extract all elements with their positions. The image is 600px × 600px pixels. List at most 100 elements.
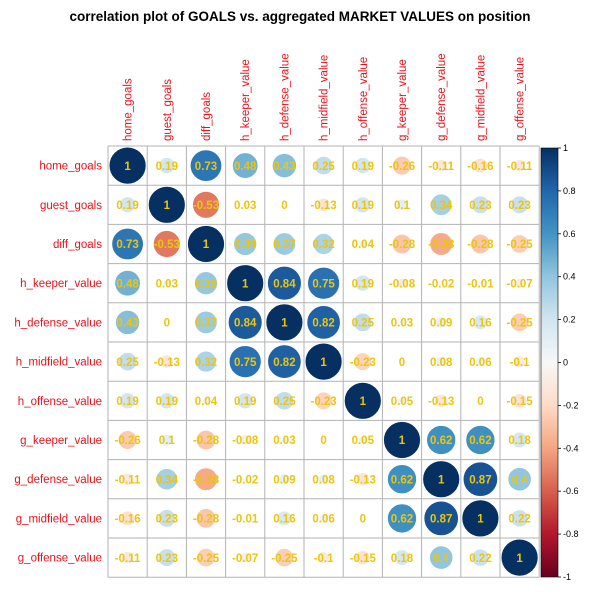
correlation-circle (228, 345, 262, 379)
correlation-circle (157, 509, 177, 528)
correlation-value: 0.18 (391, 553, 414, 565)
column-label: g_midfield_value (475, 55, 487, 141)
column-label: h_keeper_value (240, 59, 252, 141)
colorbar-tick-label: 1 (563, 143, 568, 153)
correlation-circle (194, 271, 218, 296)
correlation-value: 0.48 (234, 161, 257, 173)
column-label: home_goals (123, 78, 135, 141)
correlation-circle (353, 312, 373, 333)
correlation-value: 1 (360, 396, 367, 408)
correlation-circle (117, 430, 138, 450)
correlation-circle (471, 195, 490, 215)
correlation-value: 0.05 (352, 435, 375, 447)
correlation-value: 1 (399, 435, 406, 447)
row-labels: home_goals guest_goals diff_goals h_keeper_… (14, 161, 102, 565)
correlation-circle (160, 433, 174, 447)
correlation-circle (280, 436, 289, 444)
correlation-value: 0.75 (234, 357, 257, 369)
correlation-circle (391, 233, 413, 255)
correlation-value: 0.03 (273, 435, 295, 447)
correlation-circle (274, 391, 295, 411)
correlation-circle (121, 472, 135, 486)
correlation-value: 0.62 (391, 514, 413, 526)
correlation-value: 0.25 (116, 357, 139, 369)
correlation-circle (314, 391, 333, 411)
correlation-circle (354, 274, 372, 292)
correlation-circle (316, 197, 331, 212)
correlation-value: 0 (281, 200, 287, 212)
correlation-value: -0.07 (232, 553, 258, 565)
correlation-value: 0.75 (312, 278, 335, 290)
correlation-circle (119, 510, 136, 527)
correlation-circle (192, 190, 220, 219)
correlation-value: -0.25 (271, 553, 298, 565)
correlation-circle (231, 152, 259, 179)
correlation-circle (354, 157, 372, 175)
correlation-value: 0.19 (116, 396, 138, 408)
correlation-value: 1 (516, 553, 523, 565)
correlation-value: -0.1 (314, 553, 334, 565)
correlation-value: 0.09 (273, 474, 295, 486)
correlation-value: 0.82 (312, 318, 334, 330)
column-labels: home_goals guest_goals diff_goals h_keeper_… (123, 53, 527, 141)
correlation-value: 1 (164, 200, 171, 212)
correlation-value: 0.73 (116, 239, 138, 251)
correlation-circle (475, 356, 486, 367)
correlation-value: 0.19 (116, 200, 138, 212)
correlation-value: 0.25 (352, 318, 375, 330)
correlation-value: -0.08 (232, 435, 259, 447)
correlation-circle (272, 232, 297, 256)
correlation-circle (158, 157, 176, 175)
correlation-circle (397, 396, 407, 406)
correlation-value: 0.03 (156, 278, 178, 290)
row-label: g_defense_value (14, 474, 102, 486)
correlation-value: 0.08 (430, 357, 453, 369)
correlation-value: -0.15 (350, 553, 377, 565)
correlation-value: 0.32 (312, 239, 334, 251)
correlation-circle (317, 473, 330, 485)
row-label: h_midfield_value (16, 357, 102, 369)
correlation-value: 0 (320, 435, 326, 447)
colorbar-tick-label: 0.8 (563, 186, 576, 196)
correlation-value: 0.16 (469, 318, 491, 330)
correlation-circle (317, 551, 330, 564)
correlation-value: 0 (477, 396, 483, 408)
correlation-circle (119, 196, 137, 214)
correlation-circle (233, 232, 258, 256)
correlation-value: 0.39 (234, 239, 256, 251)
correlation-value: 1 (477, 514, 484, 526)
colorbar-tick-label: -0.8 (563, 529, 579, 539)
correlation-value: 0.43 (273, 161, 295, 173)
correlation-circle (472, 314, 489, 331)
correlation-value: -0.23 (310, 396, 336, 408)
correlation-circle (121, 551, 135, 565)
correlation-value: 1 (242, 278, 249, 290)
correlation-circle (278, 473, 291, 486)
column-label: g_keeper_value (397, 59, 409, 141)
correlation-circle (147, 185, 186, 224)
correlation-circle (236, 392, 254, 410)
row-label: diff_goals (53, 239, 102, 251)
correlation-value: -0.13 (428, 396, 454, 408)
correlation-value: 0.04 (195, 396, 218, 408)
correlation-circle (114, 269, 141, 297)
correlation-value: 0.48 (116, 278, 139, 290)
correlation-circle (157, 548, 177, 567)
correlation-circle (242, 476, 249, 483)
correlation-circle (514, 277, 525, 289)
correlation-value: 0 (164, 318, 170, 330)
correlation-value: 0.25 (312, 161, 335, 173)
correlation-value: -0.01 (232, 514, 259, 526)
correlation-circle (429, 545, 454, 570)
correlation-circle (194, 467, 218, 492)
correlation-value: 0.22 (469, 553, 491, 565)
row-label: home_goals (39, 161, 102, 173)
correlation-circle (426, 425, 457, 455)
correlation-circle (155, 468, 178, 491)
correlation-value: 0.19 (234, 396, 256, 408)
correlation-circle (108, 146, 147, 185)
correlation-value: -0.28 (467, 239, 494, 251)
colorbar-tick-label: -1 (563, 572, 571, 582)
correlation-circle (435, 355, 447, 368)
correlation-value: 0.23 (156, 553, 178, 565)
